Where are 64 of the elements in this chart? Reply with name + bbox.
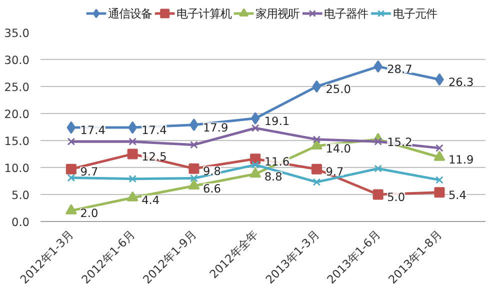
data-label: 8.8 [264, 169, 282, 184]
data-label: 19.1 [264, 114, 290, 128]
legend-label: 通信设备 [108, 6, 152, 20]
point [374, 164, 382, 173]
legend-label: 家用视听 [256, 6, 300, 20]
data-label: 11.6 [264, 154, 290, 168]
data-label: 28.7 [387, 62, 412, 76]
y-tick-label: 25.0 [4, 80, 30, 94]
data-label: 6.6 [202, 181, 221, 196]
data-label: 15.2 [387, 134, 412, 149]
data-label: 14.0 [326, 141, 351, 156]
data-label: 11.9 [448, 152, 474, 167]
legend-label: 电子计算机 [176, 6, 232, 20]
legend-label: 电子器件 [324, 6, 368, 20]
y-tick-label: 5.0 [11, 188, 30, 202]
point [127, 148, 138, 160]
legend-label: 电子元件 [392, 6, 437, 20]
point [128, 138, 136, 146]
data-label: 25.0 [326, 82, 351, 96]
point [374, 60, 383, 73]
y-tick-label: 10.0 [4, 161, 30, 175]
data-label: 12.5 [142, 150, 167, 164]
y-tick-label: 15.0 [4, 134, 30, 148]
point [190, 140, 198, 149]
point [188, 179, 200, 190]
point [251, 160, 260, 169]
point [434, 187, 445, 198]
point [311, 164, 322, 174]
point [436, 144, 444, 152]
data-label: 17.9 [202, 120, 228, 134]
point [250, 167, 262, 178]
point [67, 138, 76, 146]
point [434, 150, 446, 161]
point [310, 139, 322, 150]
point [128, 174, 136, 183]
point [66, 121, 76, 134]
data-label: 2.0 [80, 206, 98, 220]
data-label: 4.4 [142, 193, 160, 208]
data-label: 17.4 [80, 123, 106, 138]
point [312, 178, 321, 186]
point [66, 164, 76, 174]
point [372, 189, 384, 200]
point [65, 204, 77, 214]
point [251, 124, 260, 132]
point [436, 176, 444, 184]
y-tick-label: 35.0 [4, 26, 30, 40]
point [312, 80, 322, 93]
data-label: 26.3 [448, 74, 474, 89]
data-label: 9.7 [326, 164, 344, 179]
point [126, 191, 138, 202]
y-tick-label: 30.0 [4, 53, 30, 67]
y-tick-label: 20.0 [4, 107, 30, 121]
point [250, 112, 260, 125]
point [190, 174, 198, 182]
point [188, 163, 200, 174]
data-label: 9.8 [202, 164, 221, 178]
data-label: 5.4 [448, 188, 466, 202]
point [312, 135, 321, 144]
point [374, 138, 382, 146]
data-label: 17.4 [142, 123, 167, 138]
data-label: 9.7 [80, 164, 98, 179]
point [67, 174, 76, 182]
data-label: 5.0 [387, 190, 406, 204]
y-tick-label: 0.0 [11, 215, 30, 229]
